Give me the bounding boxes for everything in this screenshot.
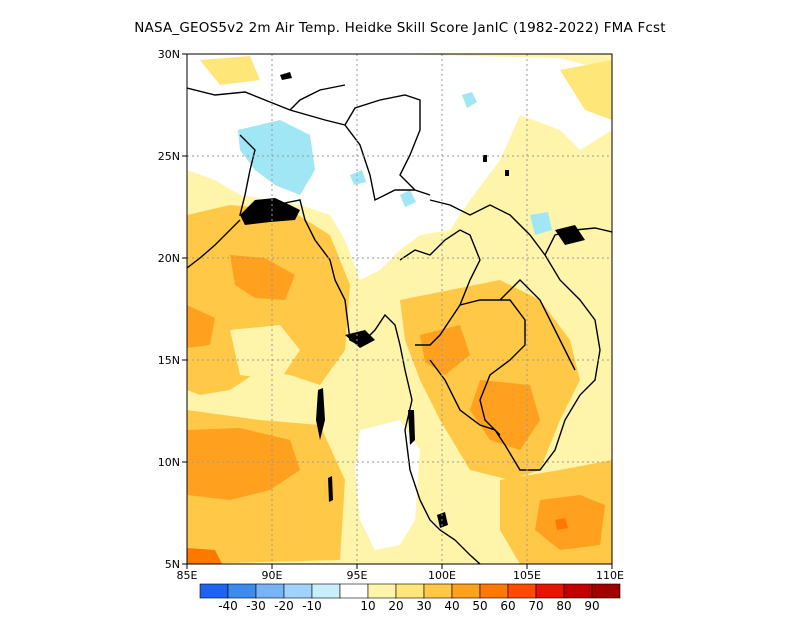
- field-dark-orange-west-2: [187, 305, 215, 348]
- colorbar-swatch: [255, 583, 285, 599]
- colorbar-swatch: [199, 583, 229, 599]
- colorbar-label: 60: [500, 599, 515, 613]
- field-blue-spot-1: [462, 92, 477, 108]
- colorbar-swatch: [227, 583, 257, 599]
- lat-tick-label: 20N: [158, 252, 180, 265]
- skill-score-field: [187, 54, 612, 564]
- colorbar-swatch: [451, 583, 481, 599]
- field-light-band-west: [230, 325, 300, 380]
- field-white-andaman: [355, 420, 420, 550]
- lon-tick-label: 100E: [428, 569, 456, 582]
- field-dark-orange-southeast: [535, 495, 605, 550]
- colorbar-swatch: [339, 583, 369, 599]
- lon-tick-label: 95E: [347, 569, 368, 582]
- lon-tick-labels: 85E 90E 95E 100E 105E 110E: [177, 569, 624, 582]
- colorbar-swatch: [479, 583, 509, 599]
- colorbar-label: 10: [360, 599, 375, 613]
- field-blue-spot-3: [530, 212, 552, 235]
- lon-tick-label: 110E: [596, 569, 624, 582]
- field-blue-spot-2: [400, 190, 416, 207]
- field-light-patch-north-2: [200, 56, 260, 85]
- field-light-patch-north-1: [560, 60, 612, 120]
- colorbar-label: 20: [388, 599, 403, 613]
- colorbar-swatch: [423, 583, 453, 599]
- colorbar-labels: -40 -30 -20 -10 10 20 30 40 50 60 70 80 90: [218, 599, 599, 613]
- field-red-spot: [555, 518, 568, 530]
- field-orange-west: [187, 205, 350, 395]
- lat-tick-label: 10N: [158, 456, 180, 469]
- colorbar-label: 50: [472, 599, 487, 613]
- colorbar-label: 80: [556, 599, 571, 613]
- lat-tick-label: 30N: [158, 48, 180, 61]
- colorbar-swatch: [367, 583, 397, 599]
- colorbar-label: 90: [584, 599, 599, 613]
- colorbar-label: -40: [218, 599, 238, 613]
- colorbar-label: 40: [444, 599, 459, 613]
- colorbar: [199, 583, 621, 599]
- field-dark-orange-indochina-2: [470, 380, 540, 450]
- map-frame: [186, 53, 613, 565]
- coastlines: [187, 84, 612, 564]
- islands: [240, 72, 585, 528]
- colorbar-label: -10: [302, 599, 322, 613]
- tick-marks: [182, 53, 613, 569]
- colorbar-swatch: [395, 583, 425, 599]
- colorbar-swatch: [563, 583, 593, 599]
- lat-tick-labels: 5N 10N 15N 20N 25N 30N: [158, 48, 180, 571]
- field-blue-bangladesh: [238, 120, 315, 195]
- lat-tick-label: 25N: [158, 150, 180, 163]
- lon-tick-label: 90E: [262, 569, 283, 582]
- colorbar-label: 30: [416, 599, 431, 613]
- lat-tick-label: 15N: [158, 354, 180, 367]
- colorbar-swatch: [311, 583, 341, 599]
- colorbar-swatch: [591, 583, 621, 599]
- lon-tick-label: 85E: [177, 569, 198, 582]
- colorbar-label: -20: [274, 599, 294, 613]
- field-red-corner: [187, 548, 222, 564]
- map-title: NASA_GEOS5v2 2m Air Temp. Heidke Skill S…: [134, 20, 666, 36]
- lon-tick-label: 105E: [513, 569, 541, 582]
- colorbar-swatch: [283, 583, 313, 599]
- colorbar-swatch: [535, 583, 565, 599]
- colorbar-label: 70: [528, 599, 543, 613]
- lat-tick-label: 5N: [165, 558, 180, 571]
- field-dark-orange-west-1: [230, 255, 295, 300]
- field-blue-spot-4: [350, 170, 366, 185]
- graticule: [187, 54, 612, 564]
- colorbar-swatch: [507, 583, 537, 599]
- colorbar-label: -30: [246, 599, 266, 613]
